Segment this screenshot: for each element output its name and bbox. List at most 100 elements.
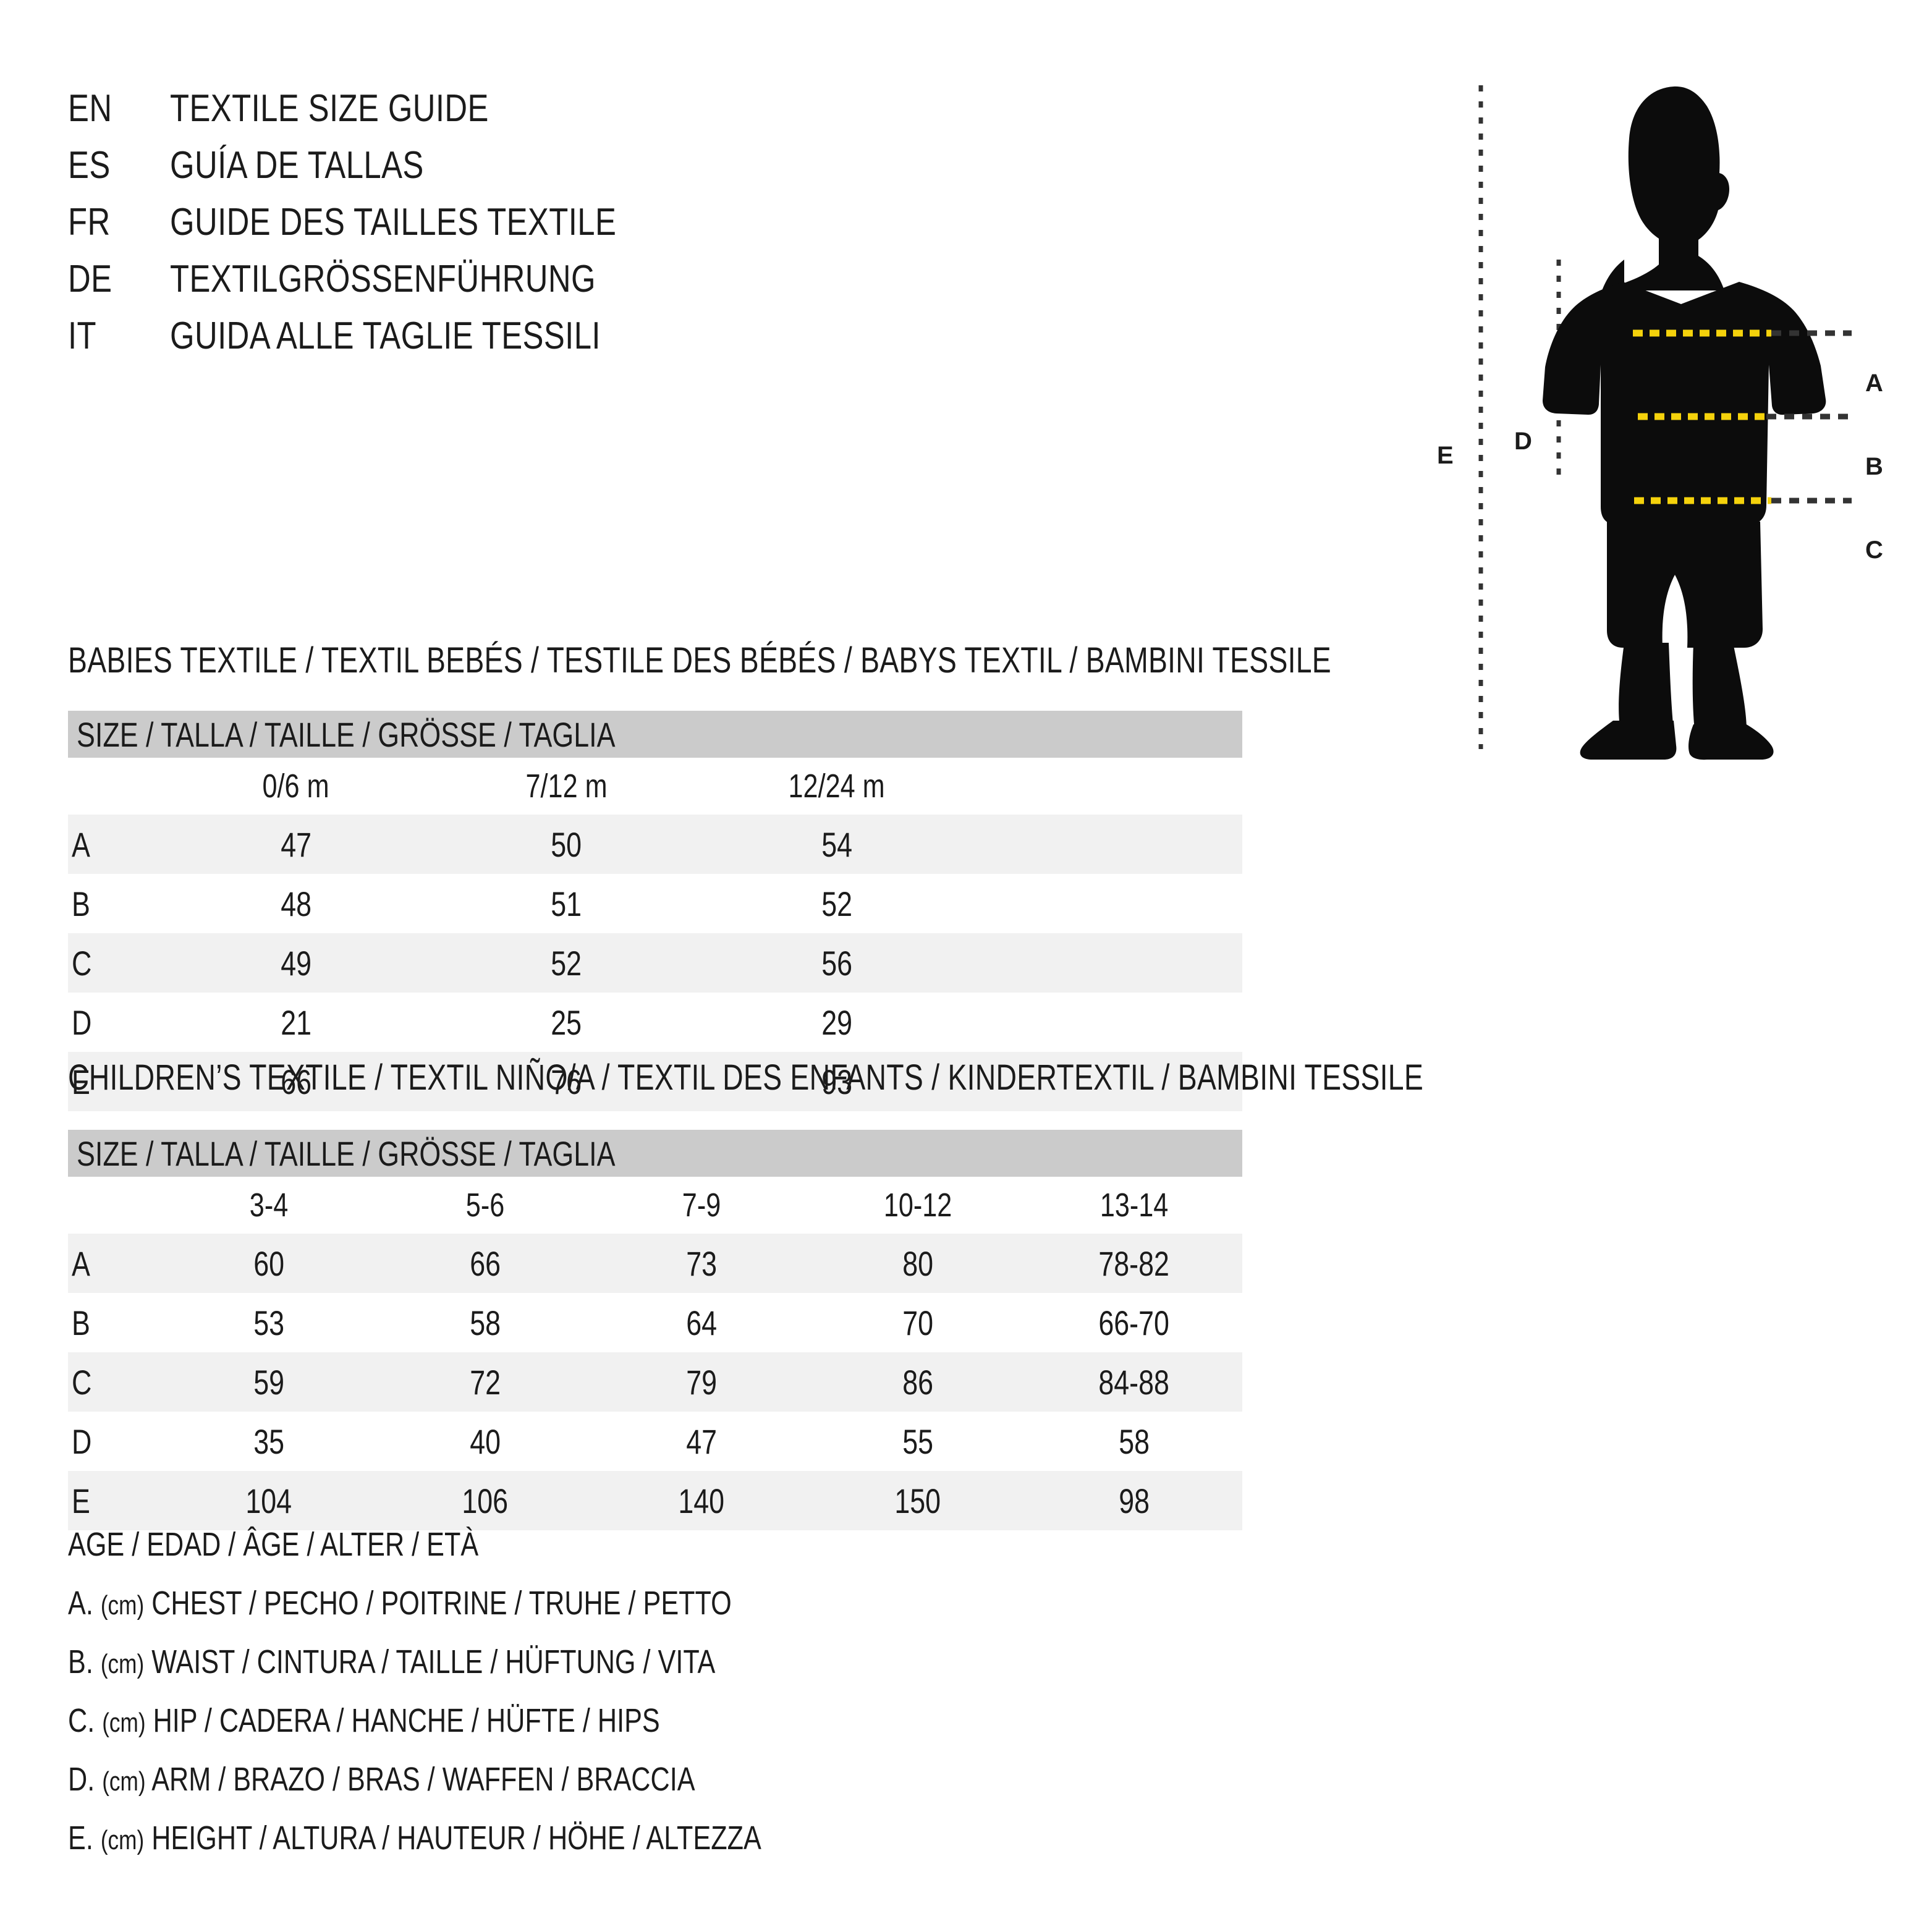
table-row: A 47 50 54 [68, 815, 1242, 874]
legend-c-text: HIP / CADERA / HANCHE / HÜFTE / HIPS [153, 1702, 660, 1739]
legend-c-prefix: C. [68, 1702, 95, 1739]
language-row-de: DE TEXTILGRÖSSENFÜHRUNG [68, 257, 1119, 314]
babies-row-key-a: A [68, 815, 161, 874]
babies-cell-a-0: 47 [161, 815, 431, 874]
legend-line-a: A. (cm) CHEST / PECHO / POITRINE / TRUHE… [68, 1574, 1156, 1633]
babies-cell-a-2: 54 [701, 815, 972, 874]
children-col-head-4: 13-14 [1099, 1187, 1169, 1224]
children-cell-b-1: 58 [470, 1303, 501, 1342]
legend-c-unit: (cm) [102, 1708, 146, 1738]
language-row-it: IT GUIDA ALLE TAGLIE TESSILI [68, 314, 1119, 371]
babies-col-head-spacer [972, 758, 1243, 815]
language-title-fr: GUIDE DES TAILLES TEXTILE [170, 201, 617, 244]
language-code-it: IT [68, 315, 97, 357]
babies-row-key-d: D [72, 1002, 92, 1042]
children-size-table: SIZE / TALLA / TAILLE / GRÖSSE / TAGLIA … [68, 1130, 1242, 1530]
children-cell-e-3: 150 [810, 1471, 1026, 1530]
language-code-en: EN [68, 87, 112, 130]
language-row-en: EN TEXTILE SIZE GUIDE [68, 87, 1119, 143]
legend-a-text: CHEST / PECHO / POITRINE / TRUHE / PETTO [151, 1585, 732, 1622]
babies-col-head-0: 0/6 m [262, 768, 329, 805]
children-cell-c-3: 86 [810, 1352, 1026, 1412]
language-code-es: ES [68, 144, 111, 187]
legend-d-unit: (cm) [102, 1766, 146, 1797]
legend-b-text: WAIST / CINTURA / TAILLE / HÜFTUNG / VIT… [151, 1643, 716, 1680]
children-cell-c-2: 79 [593, 1352, 810, 1412]
language-title-en: TEXTILE SIZE GUIDE [170, 87, 489, 130]
children-cell-a-4: 78-82 [1026, 1234, 1242, 1293]
language-title-it: GUIDA ALLE TAGLIE TESSILI [170, 315, 601, 357]
babies-cell-d-2: 29 [821, 1002, 852, 1042]
babies-cell-c-spacer [972, 933, 1242, 993]
babies-cell-b-spacer [972, 874, 1243, 933]
children-cell-d-0: 35 [253, 1421, 284, 1461]
children-row-key-b: B [72, 1303, 90, 1342]
child-silhouette-shape [1543, 86, 1826, 760]
table-row: C 49 52 56 [68, 933, 1242, 993]
babies-section-title: BABIES TEXTILE / TEXTIL BEBÉS / TESTILE … [68, 640, 1331, 680]
language-title-list: EN TEXTILE SIZE GUIDE ES GUÍA DE TALLAS … [68, 87, 1119, 371]
table-row: B 48 51 52 [68, 874, 1242, 933]
babies-cell-a-spacer [972, 815, 1242, 874]
children-column-header-row: 3-4 5-6 7-9 10-12 13-14 [68, 1177, 1242, 1234]
children-cell-e-2: 140 [593, 1471, 810, 1530]
babies-cell-c-0: 49 [161, 933, 431, 993]
legend-line-e: E. (cm) HEIGHT / ALTURA / HAUTEUR / HÖHE… [68, 1809, 1156, 1868]
legend-b-prefix: B. [68, 1643, 93, 1680]
table-row: E 104 106 140 150 98 [68, 1471, 1242, 1530]
babies-cell-e-spacer [972, 1052, 1242, 1111]
children-col-head-2: 7-9 [682, 1187, 721, 1224]
children-cell-d-1: 40 [470, 1421, 501, 1461]
children-cell-c-4: 84-88 [1026, 1352, 1242, 1412]
children-row-key-e: E [68, 1471, 161, 1530]
babies-col-head-blank [68, 758, 161, 815]
babies-cell-c-2: 56 [701, 933, 972, 993]
language-row-fr: FR GUIDE DES TAILLES TEXTILE [68, 200, 1119, 257]
children-row-key-c: C [68, 1352, 161, 1412]
table-row: E 66 76 93 [68, 1052, 1242, 1111]
babies-cell-d-1: 25 [551, 1002, 582, 1042]
measurement-legend: AGE / EDAD / ÂGE / ALTER / ETÀ A. (cm) C… [68, 1515, 1428, 1868]
babies-cell-c-1: 52 [431, 933, 701, 993]
table-row: D 21 25 29 [68, 993, 1242, 1052]
babies-cell-e-1: 76 [431, 1052, 701, 1111]
children-table-header-bar: SIZE / TALLA / TAILLE / GRÖSSE / TAGLIA [68, 1130, 1242, 1177]
babies-col-head-2: 12/24 m [788, 768, 885, 805]
babies-col-head-1: 7/12 m [525, 768, 608, 805]
language-title-de: TEXTILGRÖSSENFÜHRUNG [170, 258, 596, 300]
children-cell-e-0: 104 [161, 1471, 377, 1530]
children-cell-e-4: 98 [1026, 1471, 1242, 1530]
babies-cell-e-2: 93 [701, 1052, 972, 1111]
children-col-head-1: 5-6 [465, 1187, 505, 1224]
legend-e-unit: (cm) [100, 1825, 145, 1855]
children-row-key-d: D [72, 1421, 92, 1461]
figure-label-c: C [1865, 536, 1883, 564]
children-cell-d-2: 47 [686, 1421, 717, 1461]
babies-cell-b-2: 52 [821, 884, 852, 923]
babies-row-key-e: E [68, 1052, 161, 1111]
language-title-es: GUÍA DE TALLAS [170, 144, 424, 187]
children-cell-a-0: 60 [161, 1234, 377, 1293]
figure-label-e: E [1437, 442, 1454, 469]
legend-e-prefix: E. [68, 1820, 93, 1857]
babies-row-key-c: C [68, 933, 161, 993]
babies-cell-b-1: 51 [551, 884, 582, 923]
children-cell-d-4: 58 [1119, 1421, 1150, 1461]
children-cell-a-1: 66 [377, 1234, 593, 1293]
children-cell-c-0: 59 [161, 1352, 377, 1412]
babies-cell-a-1: 50 [431, 815, 701, 874]
legend-line-d: D. (cm) ARM / BRAZO / BRAS / WAFFEN / BR… [68, 1750, 1156, 1809]
legend-e-text: HEIGHT / ALTURA / HAUTEUR / HÖHE / ALTEZ… [151, 1820, 761, 1857]
children-cell-a-2: 73 [593, 1234, 810, 1293]
children-cell-b-2: 64 [686, 1303, 717, 1342]
babies-header-label: SIZE / TALLA / TAILLE / GRÖSSE / TAGLIA [68, 711, 1242, 758]
children-row-key-a: A [68, 1234, 161, 1293]
children-cell-e-1: 106 [377, 1471, 593, 1530]
legend-line-c: C. (cm) HIP / CADERA / HANCHE / HÜFTE / … [68, 1692, 1156, 1750]
babies-cell-d-0: 21 [280, 1002, 311, 1042]
legend-line-b: B. (cm) WAIST / CINTURA / TAILLE / HÜFTU… [68, 1633, 1156, 1692]
table-row: C 59 72 79 86 84-88 [68, 1352, 1242, 1412]
legend-d-text: ARM / BRAZO / BRAS / WAFFEN / BRACCIA [151, 1761, 695, 1798]
babies-table-header-bar: SIZE / TALLA / TAILLE / GRÖSSE / TAGLIA [68, 711, 1242, 758]
